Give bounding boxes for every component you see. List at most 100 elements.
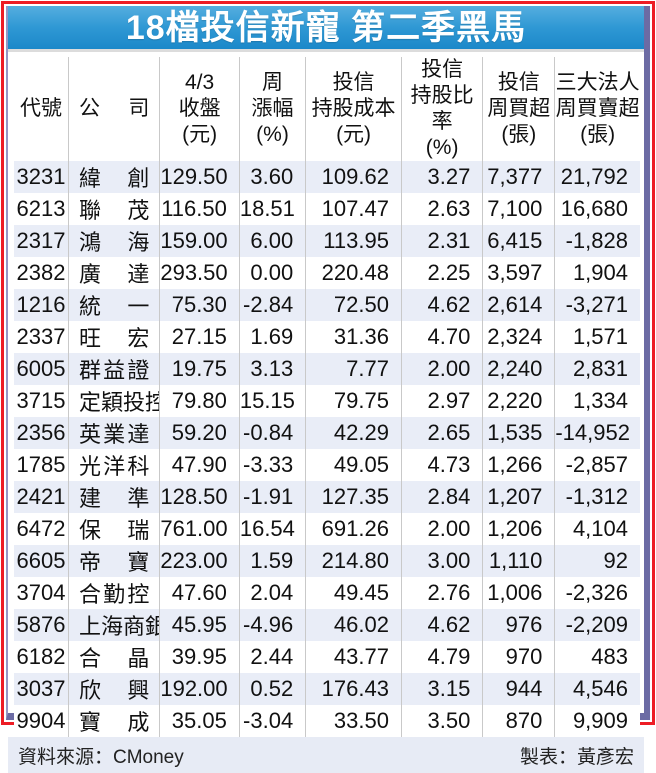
- header-row: 代號公司 4/3 收盤 (元) 周漲幅 (%) 投信 持股成本 (元) 投信 持股比率 (%) 投信 周買…: [14, 57, 640, 161]
- cell-change: 1.69: [239, 321, 307, 353]
- page-title: 18檔投信新寵 第二季黑馬: [125, 8, 527, 47]
- cell-inst-net: 4,104: [572, 516, 628, 541]
- cell-cost: 43.77: [305, 641, 402, 673]
- cell-code: 2382: [14, 257, 69, 289]
- table-row: 6182 合晶 39.95 2.44 43.77 4.79 970 483: [14, 641, 640, 673]
- cell-change: -3.33: [239, 449, 307, 481]
- cell-net-buy: 3,597: [482, 257, 556, 289]
- cell-inst-net: -1,312: [565, 484, 628, 509]
- cell-inst-net: -1,828: [565, 228, 628, 253]
- cell-ratio: 2.00: [401, 353, 484, 385]
- table-row: 6005 群益證 19.75 3.13 7.77 2.00 2,240 2,831: [14, 353, 640, 385]
- cell-net-buy: 2,614: [482, 289, 556, 321]
- cell-change: 1.59: [239, 545, 307, 577]
- cell-code: 1216: [14, 289, 69, 321]
- cell-ratio: 3.15: [401, 673, 484, 705]
- cell-company: 定穎投控: [68, 385, 161, 417]
- cell-net-buy: 1,266: [482, 449, 556, 481]
- cell-inst-net: -3,271: [565, 292, 628, 317]
- cell-net-buy: 870: [482, 705, 556, 737]
- cell-ratio: 4.79: [401, 641, 484, 673]
- cell-change: 15.15: [239, 385, 307, 417]
- cell-company: 光洋科: [68, 449, 161, 481]
- source-note: 資料來源：CMoney: [18, 746, 184, 768]
- cell-code: 2356: [14, 417, 69, 449]
- cell-company: 合晶: [68, 641, 161, 673]
- cell-ratio: 2.84: [401, 481, 484, 513]
- cell-ratio: 2.25: [401, 257, 484, 289]
- cell-change: 2.44: [239, 641, 307, 673]
- table-row: 2382 廣達 293.50 0.00 220.48 2.25 3,597 1,904: [14, 257, 640, 289]
- table-row: 1216 統一 75.30 -2.84 72.50 4.62 2,614 -3,271: [14, 289, 640, 321]
- cell-change: 18.51: [239, 193, 307, 225]
- cell-cost: 42.29: [305, 417, 402, 449]
- cell-ratio: 4.73: [401, 449, 484, 481]
- column-header-change: 周漲幅 (%): [239, 57, 307, 161]
- cell-company: 緯創: [68, 161, 161, 193]
- cell-code: 2421: [14, 481, 69, 513]
- table-row: 2317 鴻海 159.00 6.00 113.95 2.31 6,415 -1,828: [14, 225, 640, 257]
- cell-cost: 107.47: [305, 193, 402, 225]
- cell-change: 16.54: [239, 513, 307, 545]
- cell-net-buy: 1,110: [482, 545, 556, 577]
- cell-change: 2.04: [239, 577, 307, 609]
- cell-cost: 31.36: [305, 321, 402, 353]
- cell-net-buy: 1,535: [482, 417, 556, 449]
- cell-company: 統一: [68, 289, 161, 321]
- cell-company: 合勤控: [68, 577, 161, 609]
- cell-net-buy: 7,100: [482, 193, 556, 225]
- cell-code: 3037: [14, 673, 69, 705]
- cell-inst-net: -2,857: [565, 452, 628, 477]
- cell-company: 廣達: [68, 257, 161, 289]
- table-row: 6472 保瑞 761.00 16.54 691.26 2.00 1,206 4,104: [14, 513, 640, 545]
- cell-code: 6005: [14, 353, 69, 385]
- table-row: 3704 合勤控 47.60 2.04 49.45 2.76 1,006 -2,326: [14, 577, 640, 609]
- cell-close: 129.50: [159, 161, 240, 193]
- cell-change: 0.00: [239, 257, 307, 289]
- cell-code: 3715: [14, 385, 69, 417]
- table-row: 2337 旺宏 27.15 1.69 31.36 4.70 2,324 1,571: [14, 321, 640, 353]
- column-header-cost: 投信 持股成本 (元): [305, 57, 402, 161]
- cell-inst-net: -2,326: [565, 580, 628, 605]
- cell-code: 3231: [14, 161, 69, 193]
- title-bar: 18檔投信新寵 第二季黑馬: [8, 6, 644, 52]
- cell-cost: 46.02: [305, 609, 402, 641]
- cell-cost: 49.05: [305, 449, 402, 481]
- cell-cost: 214.80: [305, 545, 402, 577]
- cell-net-buy: 2,324: [482, 321, 556, 353]
- table-body: 3231 緯創 129.50 3.60 109.62 3.27 7,377 21,792 621…: [14, 161, 640, 737]
- table-row: 1785 光洋科 47.90 -3.33 49.05 4.73 1,266 -2,857: [14, 449, 640, 481]
- cell-close: 79.80: [159, 385, 240, 417]
- cell-close: 35.05: [159, 705, 240, 737]
- table-row: 3037 欣興 192.00 0.52 176.43 3.15 944 4,546: [14, 673, 640, 705]
- cell-code: 9904: [14, 705, 69, 737]
- table-row: 9904 寶成 35.05 -3.04 33.50 3.50 870 9,909: [14, 705, 640, 737]
- stock-table: 代號公司 4/3 收盤 (元) 周漲幅 (%) 投信 持股成本 (元) 投信 持股比率 (%) 投信 周買…: [14, 57, 640, 737]
- table-row: 3231 緯創 129.50 3.60 109.62 3.27 7,377 21,792: [14, 161, 640, 193]
- cell-change: 0.52: [239, 673, 307, 705]
- column-header-close: 4/3 收盤 (元): [159, 57, 240, 161]
- cell-change: -1.91: [239, 481, 307, 513]
- column-header-net_buy: 投信 周買超 (張): [482, 57, 556, 161]
- cell-cost: 109.62: [305, 161, 402, 193]
- cell-close: 75.30: [159, 289, 240, 321]
- cell-change: 6.00: [239, 225, 307, 257]
- cell-close: 761.00: [159, 513, 240, 545]
- cell-company: 上海商銀: [68, 609, 161, 641]
- cell-inst-net: 1,904: [572, 260, 628, 285]
- cell-ratio: 2.76: [401, 577, 484, 609]
- cell-company: 旺宏: [68, 321, 161, 353]
- cell-company: 欣興: [68, 673, 161, 705]
- table-row: 6605 帝寶 223.00 1.59 214.80 3.00 1,110 92: [14, 545, 640, 577]
- table-row: 2356 英業達 59.20 -0.84 42.29 2.65 1,535 -14,952: [14, 417, 640, 449]
- cell-net-buy: 1,207: [482, 481, 556, 513]
- cell-close: 116.50: [159, 193, 240, 225]
- cell-net-buy: 944: [482, 673, 556, 705]
- cell-net-buy: 2,220: [482, 385, 556, 417]
- cell-code: 2337: [14, 321, 69, 353]
- cell-ratio: 4.62: [401, 609, 484, 641]
- cell-ratio: 2.97: [401, 385, 484, 417]
- cell-change: 3.13: [239, 353, 307, 385]
- cell-cost: 79.75: [305, 385, 402, 417]
